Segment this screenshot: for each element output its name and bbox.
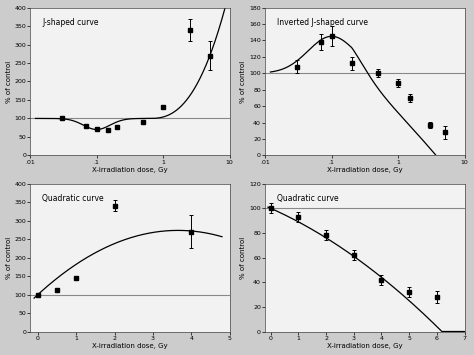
Y-axis label: % of control: % of control <box>6 236 11 279</box>
Text: J-shaped curve: J-shaped curve <box>42 18 99 27</box>
X-axis label: X-irradiation dose, Gy: X-irradiation dose, Gy <box>327 343 403 349</box>
Y-axis label: % of control: % of control <box>240 60 246 103</box>
X-axis label: X-irradiation dose, Gy: X-irradiation dose, Gy <box>327 167 403 173</box>
X-axis label: X-irradiation dose, Gy: X-irradiation dose, Gy <box>92 343 168 349</box>
Text: Quadratic curve: Quadratic curve <box>277 194 339 203</box>
X-axis label: X-irradiation dose, Gy: X-irradiation dose, Gy <box>92 167 168 173</box>
Y-axis label: % of control: % of control <box>6 60 11 103</box>
Y-axis label: % of control: % of control <box>240 236 246 279</box>
Text: Quadratic curve: Quadratic curve <box>42 194 104 203</box>
Text: Inverted J-shaped curve: Inverted J-shaped curve <box>277 18 368 27</box>
